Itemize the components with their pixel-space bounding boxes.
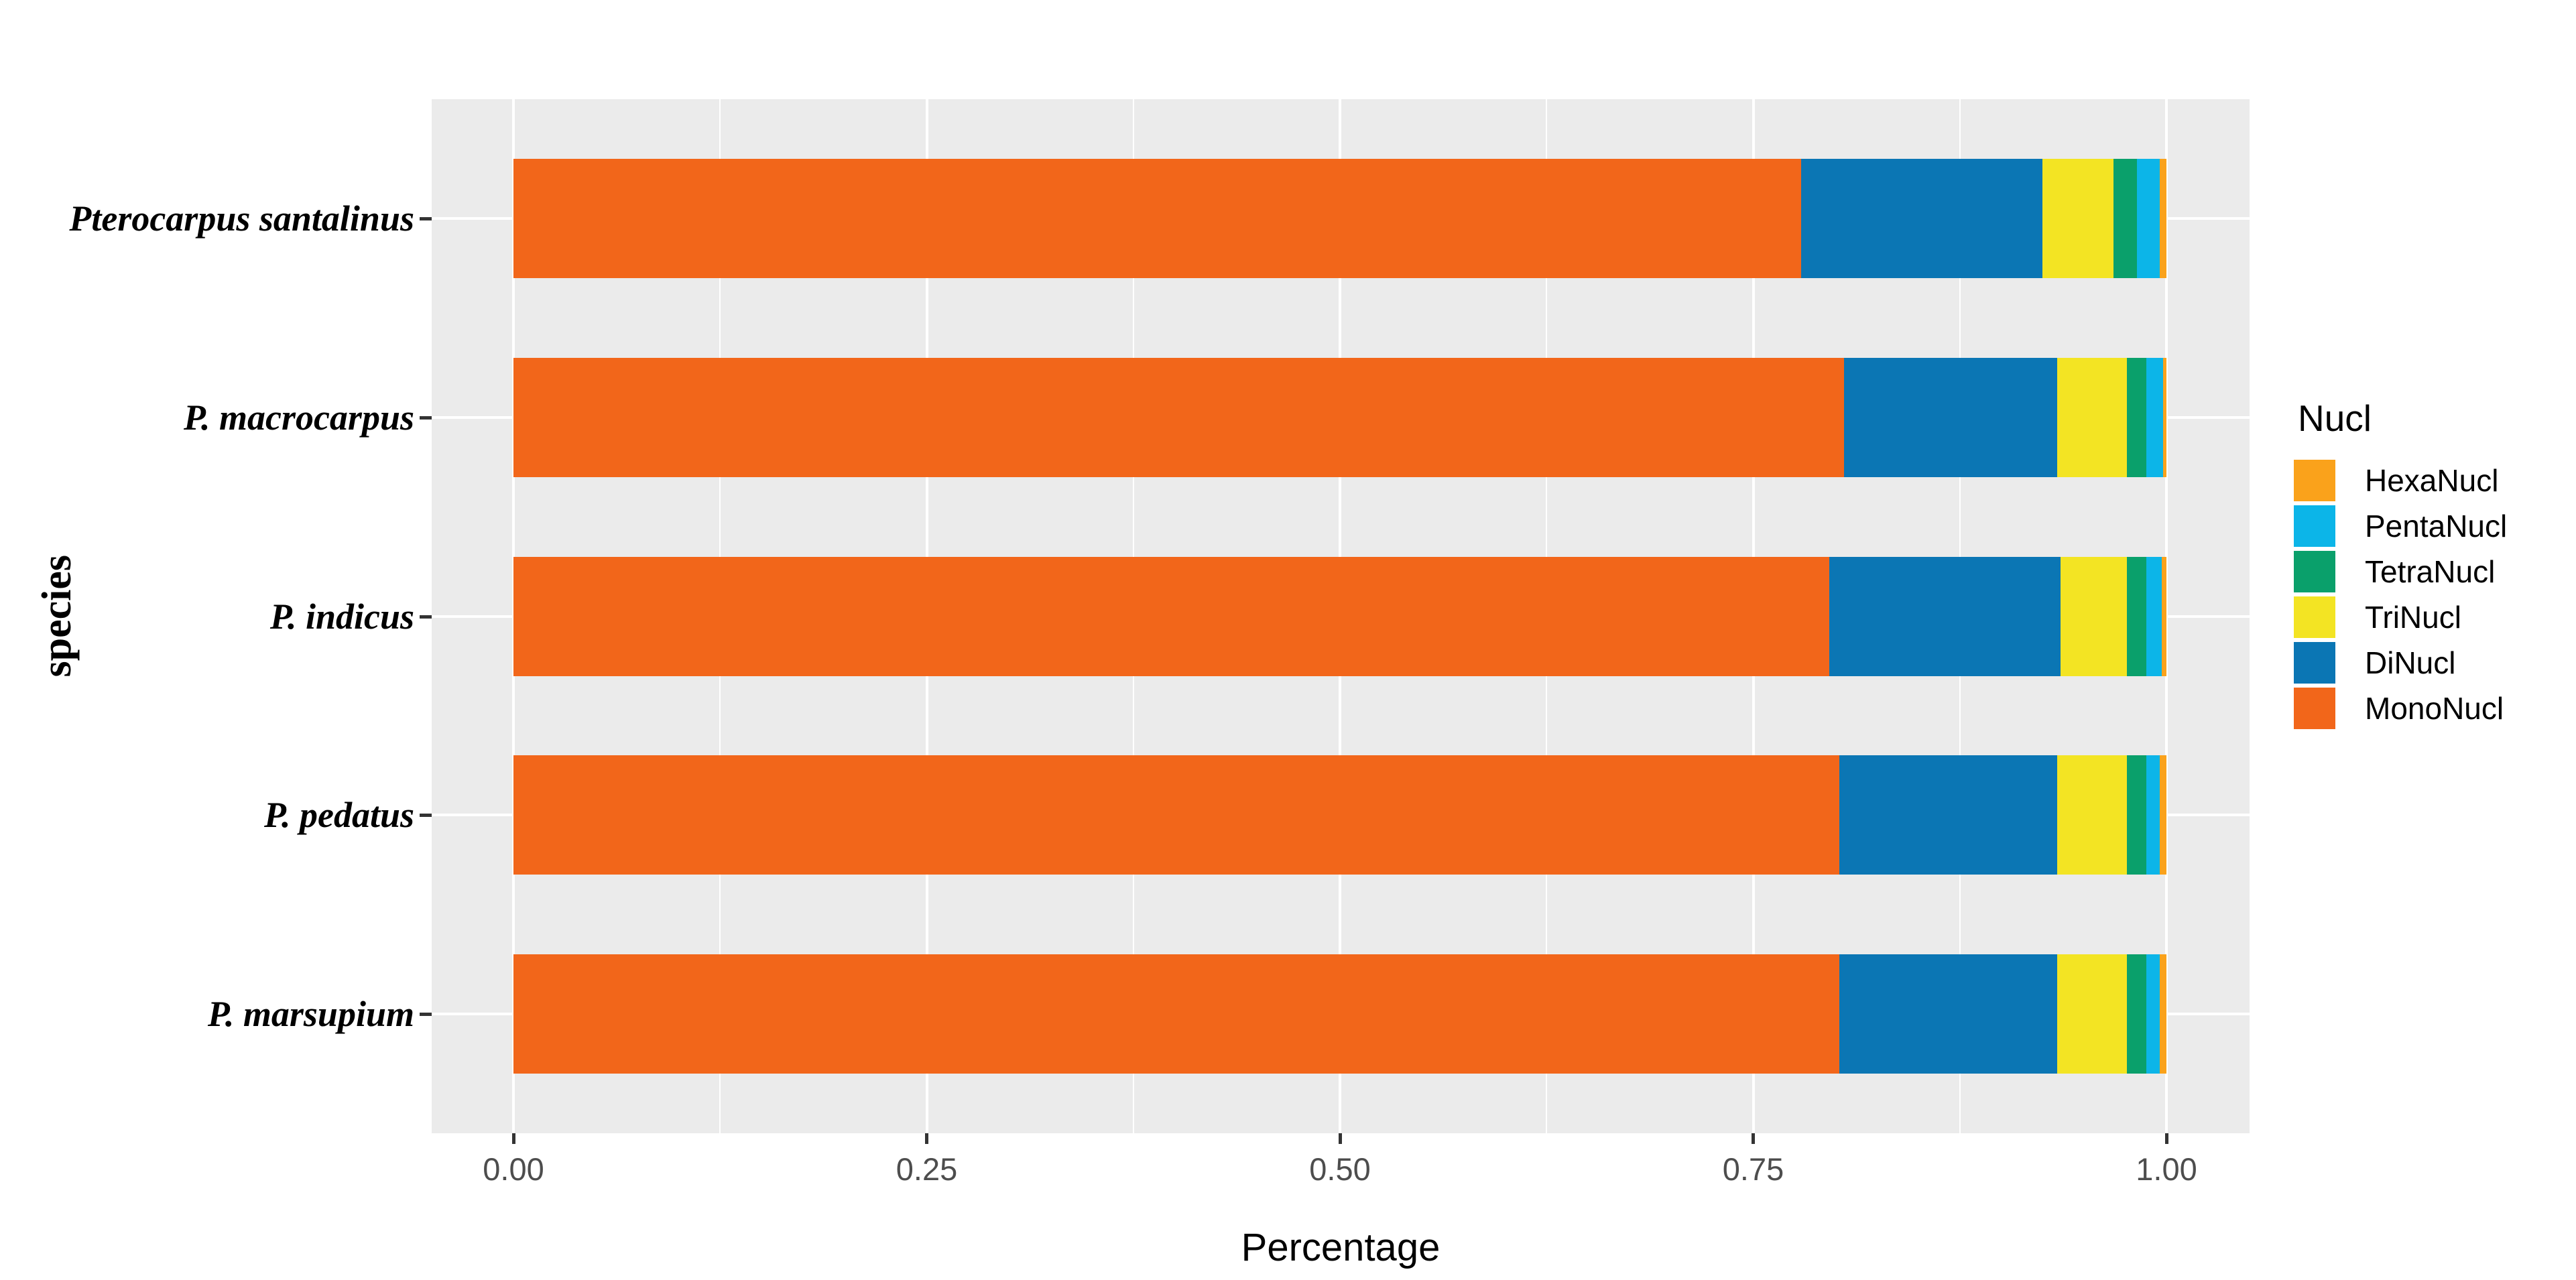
y-tick-label-species: P. pedatus xyxy=(263,795,414,836)
legend-items: HexaNucl PentaNucl TetraNucl TriNucl DiNucl M… xyxy=(2294,460,2507,729)
x-tick-label: 0.00 xyxy=(483,1151,544,1187)
bar-row xyxy=(513,556,2166,676)
legend-key-swatch xyxy=(2294,596,2335,638)
legend: Nucl HexaNucl PentaNucl TetraNucl TriNucl Di… xyxy=(2294,397,2507,729)
legend-key-swatch xyxy=(2294,460,2335,501)
bar-segment-hexanucl xyxy=(2163,357,2166,477)
legend-label: TetraNucl xyxy=(2365,554,2496,589)
legend-label: PentaNucl xyxy=(2365,509,2508,543)
bar-row xyxy=(513,954,2166,1074)
x-tick-label: 0.75 xyxy=(1722,1151,1784,1187)
x-axis-tick-mark xyxy=(1752,1133,1755,1144)
bar-segment-trinucl xyxy=(2057,357,2127,477)
y-axis-tick-mark xyxy=(420,415,432,420)
bar-segment-tetranucl xyxy=(2126,556,2147,676)
x-axis-tick-mark xyxy=(2164,1133,2168,1144)
legend-item: PentaNucl xyxy=(2294,505,2507,547)
bar-segment-tetranucl xyxy=(2126,755,2147,875)
bar-segment-mononucl xyxy=(513,755,1839,875)
bar-segment-dinucl xyxy=(1839,954,2058,1074)
legend-item: TetraNucl xyxy=(2294,551,2507,592)
bar-segment-tetranucl xyxy=(2126,357,2147,477)
legend-label: HexaNucl xyxy=(2365,463,2499,498)
bar-segment-dinucl xyxy=(1839,755,2058,875)
bars-layer xyxy=(432,99,2250,1133)
bar-segment-dinucl xyxy=(1844,357,2058,477)
bar-segment-trinucl xyxy=(2057,954,2127,1074)
y-axis-tick-mark xyxy=(420,615,432,619)
bar-segment-trinucl xyxy=(2042,159,2114,279)
bar-segment-tetranucl xyxy=(2113,159,2137,279)
bar-segment-mononucl xyxy=(513,159,1801,279)
y-tick-label-species: P. macrocarpus xyxy=(183,397,414,438)
bar-segment-trinucl xyxy=(2061,556,2127,676)
y-tick-label-species: P. indicus xyxy=(269,596,414,637)
bar-segment-hexanucl xyxy=(2161,556,2166,676)
x-tick-label: 1.00 xyxy=(2136,1151,2197,1187)
legend-label: DiNucl xyxy=(2365,645,2456,680)
gridline-vertical-major xyxy=(2165,99,2168,1133)
x-tick-label: 0.25 xyxy=(896,1151,958,1187)
legend-key-swatch xyxy=(2294,688,2335,729)
y-axis-tick-mark xyxy=(420,814,432,818)
bar-segment-hexanucl xyxy=(2160,159,2166,279)
legend-key-swatch xyxy=(2294,551,2335,592)
legend-item: MonoNucl xyxy=(2294,688,2507,729)
bar-segment-pentanucl xyxy=(2136,159,2160,279)
y-axis-tick-mark xyxy=(420,217,432,221)
plot-panel xyxy=(432,99,2250,1133)
legend-label: MonoNucl xyxy=(2365,691,2504,726)
bar-segment-hexanucl xyxy=(2160,755,2166,875)
legend-key-swatch xyxy=(2294,505,2335,547)
x-tick-label: 0.50 xyxy=(1309,1151,1371,1187)
x-axis-tick-mark xyxy=(1338,1133,1342,1144)
legend-label: TriNucl xyxy=(2365,600,2461,635)
legend-item: DiNucl xyxy=(2294,642,2507,684)
bar-segment-mononucl xyxy=(513,954,1839,1074)
bar-segment-mononucl xyxy=(513,556,1829,676)
legend-key-swatch xyxy=(2294,642,2335,684)
legend-item: HexaNucl xyxy=(2294,460,2507,501)
legend-item: TriNucl xyxy=(2294,596,2507,638)
bar-row xyxy=(513,755,2166,875)
bar-segment-pentanucl xyxy=(2146,357,2164,477)
x-axis-tick-mark xyxy=(511,1133,515,1144)
bar-segment-tetranucl xyxy=(2126,954,2147,1074)
x-axis-tick-mark xyxy=(925,1133,928,1144)
y-tick-label-species: P. marsupium xyxy=(207,993,414,1034)
y-axis-tick-mark xyxy=(420,1012,432,1016)
bar-row xyxy=(513,159,2166,279)
bar-row xyxy=(513,357,2166,477)
y-tick-label-species: Pterocarpus santalinus xyxy=(69,198,414,239)
legend-title: Nucl xyxy=(2298,397,2372,439)
bar-segment-pentanucl xyxy=(2146,755,2160,875)
bar-segment-mononucl xyxy=(513,357,1845,477)
bar-segment-hexanucl xyxy=(2160,954,2166,1074)
bar-segment-pentanucl xyxy=(2146,954,2160,1074)
bar-segment-trinucl xyxy=(2057,755,2127,875)
bar-segment-dinucl xyxy=(1829,556,2061,676)
bar-segment-dinucl xyxy=(1801,159,2043,279)
bar-segment-pentanucl xyxy=(2146,556,2162,676)
x-axis-title: Percentage xyxy=(1241,1226,1440,1269)
